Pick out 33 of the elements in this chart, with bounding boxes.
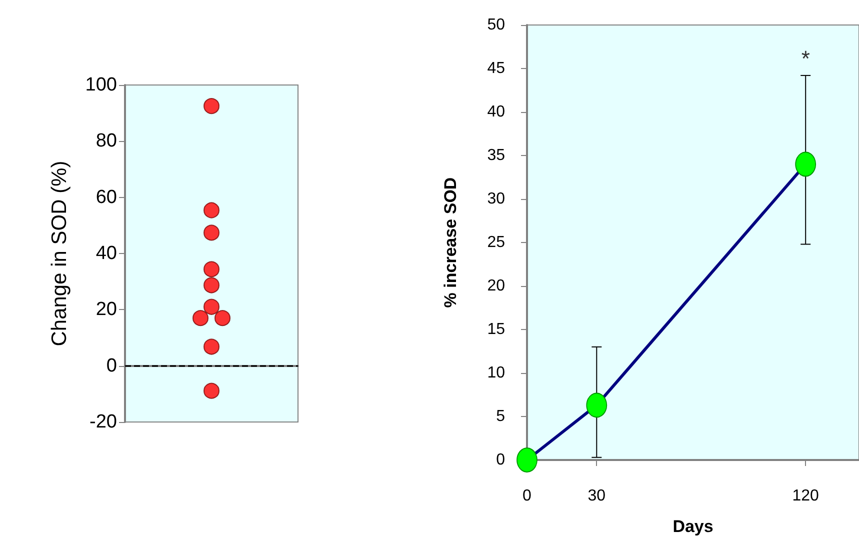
y-tick-label: 20 bbox=[96, 299, 117, 320]
point bbox=[204, 261, 220, 278]
point bbox=[204, 202, 220, 218]
y-tick-label: -20 bbox=[90, 412, 117, 432]
y-axis-title: % increase SOD bbox=[441, 177, 460, 308]
y-axis-title: Change in SOD (%) bbox=[48, 160, 71, 346]
y-tick-label: 0 bbox=[496, 452, 506, 468]
annotation: * bbox=[801, 46, 810, 71]
x-tick-label: 0 bbox=[522, 488, 532, 504]
y-tick-label: 80 bbox=[96, 130, 117, 152]
y-tick-label: 20 bbox=[487, 278, 506, 294]
y-tick-label: 5 bbox=[496, 408, 506, 425]
x-axis-title: Days bbox=[672, 517, 714, 536]
x-tick-label: 120 bbox=[792, 488, 820, 504]
y-tick-label: 35 bbox=[487, 147, 506, 164]
y-tick-label: 45 bbox=[487, 60, 506, 77]
point bbox=[204, 382, 220, 399]
y-tick-label: 50 bbox=[487, 16, 506, 34]
point bbox=[204, 338, 220, 355]
x-tick-label: 30 bbox=[588, 488, 606, 504]
y-tick-label: 100 bbox=[85, 74, 117, 96]
y-tick-label: 60 bbox=[96, 186, 117, 208]
point bbox=[204, 98, 220, 114]
y-tick-label: 15 bbox=[487, 321, 506, 338]
point bbox=[204, 224, 220, 241]
point bbox=[204, 277, 220, 294]
y-tick-label: 0 bbox=[106, 355, 117, 376]
y-tick-label: 25 bbox=[487, 234, 506, 251]
y-tick-label: 10 bbox=[487, 364, 506, 382]
y-tick-label: 40 bbox=[487, 104, 506, 120]
point bbox=[204, 298, 220, 315]
y-tick-label: 40 bbox=[96, 243, 117, 264]
y-tick-label: 30 bbox=[487, 190, 506, 208]
